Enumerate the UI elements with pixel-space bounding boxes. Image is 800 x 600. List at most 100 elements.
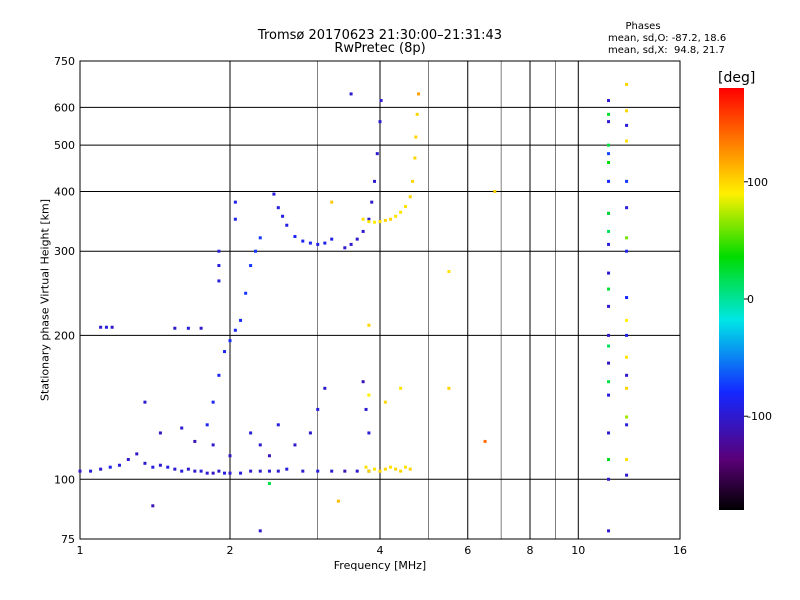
data-point (607, 271, 611, 275)
data-point (110, 325, 114, 329)
phase-stats-o-mode: mean, sd,O: -87.2, 18.6 (608, 33, 727, 44)
data-point (625, 473, 629, 477)
y-tick-label: 750 (54, 55, 75, 68)
data-point (367, 431, 371, 435)
data-point (228, 471, 232, 475)
data-point (413, 156, 417, 160)
data-point (373, 179, 377, 183)
data-point (223, 471, 227, 475)
data-point (249, 264, 253, 268)
data-point (383, 400, 387, 404)
chart-subtitle: RwPretec (8p) (334, 41, 426, 56)
data-point (258, 236, 262, 240)
data-point (607, 120, 611, 124)
x-tick-label: 16 (673, 544, 687, 557)
x-tick-label: 1 (77, 544, 84, 557)
data-point (316, 242, 320, 246)
data-point (267, 469, 271, 473)
data-point (607, 112, 611, 116)
data-point (378, 220, 382, 224)
data-point (625, 318, 629, 322)
data-point (364, 465, 368, 469)
data-point (607, 477, 611, 481)
x-tick-label: 10 (571, 544, 585, 557)
data-point (389, 217, 393, 221)
data-point (193, 439, 197, 443)
data-point (316, 469, 320, 473)
data-point (355, 469, 359, 473)
data-point (364, 407, 368, 411)
phase-stats-x-mode: mean, sd,X: 94.8, 21.7 (608, 45, 725, 56)
data-point (403, 465, 407, 469)
data-point (625, 109, 629, 113)
data-point (607, 143, 611, 147)
data-point (186, 467, 190, 471)
data-point (367, 217, 371, 221)
data-point (607, 99, 611, 103)
data-point (625, 296, 629, 300)
data-point (361, 217, 365, 221)
chart-title: Tromsø 20170623 21:30:00–21:31:43 (257, 28, 503, 43)
data-point (625, 249, 629, 253)
data-point (408, 195, 412, 199)
data-point (244, 291, 248, 295)
data-point (349, 92, 353, 96)
data-point (330, 237, 334, 241)
data-point (211, 471, 215, 475)
data-point (272, 192, 276, 196)
data-point (205, 423, 209, 427)
y-tick-label: 200 (54, 329, 75, 342)
data-point (223, 350, 227, 354)
data-point (211, 443, 215, 447)
data-point (607, 431, 611, 435)
y-tick-label: 300 (54, 245, 75, 258)
data-point (186, 326, 190, 330)
data-point (383, 467, 387, 471)
data-point (253, 249, 257, 253)
data-point (607, 529, 611, 533)
data-point (399, 210, 403, 214)
data-point (399, 386, 403, 390)
data-point (361, 229, 365, 233)
data-point (258, 469, 262, 473)
data-point (373, 467, 377, 471)
data-point (166, 465, 170, 469)
data-point (375, 152, 379, 156)
data-point (355, 237, 359, 241)
data-point (233, 217, 237, 221)
data-point (158, 463, 162, 467)
data-point (607, 457, 611, 461)
data-point (323, 386, 327, 390)
x-tick-label: 6 (464, 544, 471, 557)
y-tick-label: 600 (54, 101, 75, 114)
data-point (199, 326, 203, 330)
data-point (228, 339, 232, 343)
data-point (143, 461, 147, 465)
data-point (399, 469, 403, 473)
data-point (394, 214, 398, 218)
data-point (239, 471, 243, 475)
data-point (625, 236, 629, 240)
data-point (373, 220, 377, 224)
data-point (117, 463, 121, 467)
data-point (104, 325, 108, 329)
data-point (180, 469, 184, 473)
data-point (276, 423, 280, 427)
data-point (367, 220, 371, 224)
data-point (447, 270, 451, 274)
data-point (625, 355, 629, 359)
data-point (625, 82, 629, 86)
data-point (217, 373, 221, 377)
data-point (276, 469, 280, 473)
data-point (607, 333, 611, 337)
data-point (78, 469, 82, 473)
y-tick-label: 500 (54, 139, 75, 152)
y-tick-label: 75 (61, 533, 75, 546)
data-point (415, 112, 419, 116)
data-point (233, 328, 237, 332)
data-point (493, 189, 497, 193)
data-point (343, 469, 347, 473)
data-point (607, 393, 611, 397)
data-point (625, 423, 629, 427)
